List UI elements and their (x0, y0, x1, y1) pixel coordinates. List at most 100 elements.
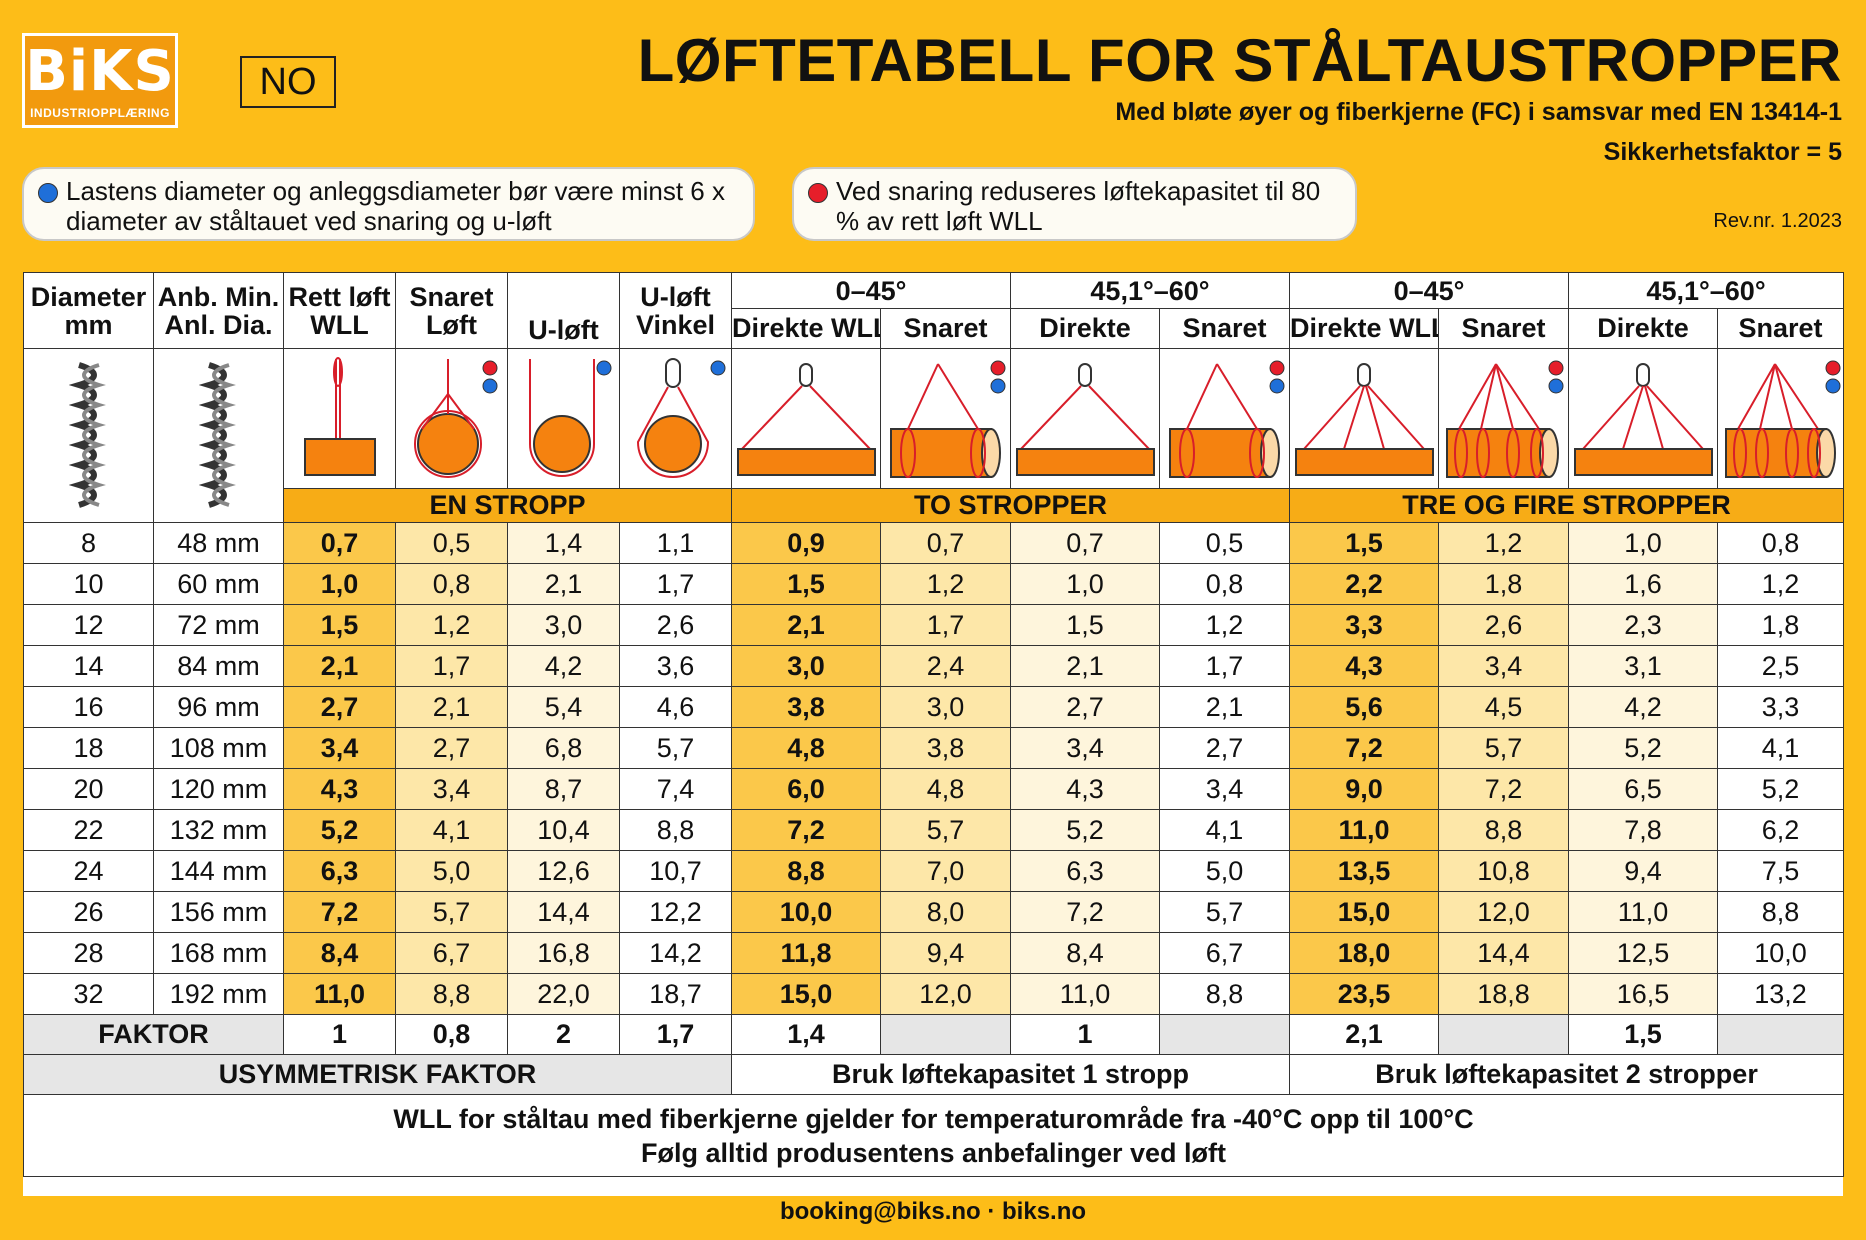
choke-lift-cell (395, 348, 508, 489)
table-cell: 0,7 (1010, 522, 1160, 564)
table-cell: 2,1 (283, 645, 396, 687)
table-cell: 1,7 (619, 563, 732, 605)
table-cell: 5,7 (880, 809, 1011, 851)
footer-line-1: WLL for ståltau med fiberkjerne gjelder … (393, 1103, 1474, 1134)
table-cell: 48 mm (153, 522, 284, 564)
faktor-value (1438, 1014, 1570, 1055)
table-cell: 4,3 (283, 768, 396, 810)
table-cell: 2,7 (1010, 686, 1160, 728)
table-cell: 1,4 (507, 522, 620, 564)
table-cell: 1,8 (1717, 604, 1845, 646)
table-cell: 12,0 (880, 973, 1011, 1015)
table-cell: 16 (23, 686, 154, 728)
table-cell: 96 mm (153, 686, 284, 728)
table-cell: 1,2 (880, 563, 1011, 605)
faktor-value: 1,4 (731, 1014, 881, 1055)
table-cell: 2,5 (1717, 645, 1845, 687)
contact-info[interactable]: booking@biks.no · biks.no (779, 1198, 1087, 1225)
table-cell: 2,6 (619, 604, 732, 646)
table-cell: 3,0 (731, 645, 881, 687)
table-cell: 32 (23, 973, 154, 1015)
faktor-value (1717, 1014, 1845, 1055)
language-selector[interactable]: NO (240, 56, 336, 108)
table-cell: 3,4 (283, 727, 396, 769)
table-cell: 0,9 (731, 522, 881, 564)
logo-text: BiKS (25, 39, 175, 104)
table-cell: 3,4 (395, 768, 508, 810)
table-cell: 13,5 (1289, 850, 1440, 892)
table-cell: 2,1 (1158, 686, 1291, 728)
note-blue-text: Lastens diameter og anleggsdiameter bør … (66, 176, 725, 236)
table-cell: 8,7 (507, 768, 620, 810)
table-cell: 22 (23, 809, 154, 851)
table-cell: 6,7 (395, 932, 508, 974)
table-cell: 10 (23, 563, 154, 605)
header-sub-4: Snaret (1158, 308, 1291, 349)
choke-lift-icon (413, 358, 497, 478)
table-cell: 1,7 (1158, 645, 1291, 687)
table-cell: 18,7 (619, 973, 732, 1015)
table-cell: 2,6 (1438, 604, 1570, 646)
table-cell: 1,7 (395, 645, 508, 687)
multi-leg-choke-cell (1438, 348, 1570, 489)
table-cell: 16,8 (507, 932, 620, 974)
table-row: 10 60 mm 1,0 0,8 2,1 1,7 1,5 1,2 1,0 0,8 2,2 1,8 1,6… (23, 563, 1845, 605)
table-cell: 108 mm (153, 727, 284, 769)
table-cell: 8,8 (395, 973, 508, 1015)
table-cell: 132 mm (153, 809, 284, 851)
footer-note: WLL for ståltau med fiberkjerne gjelder … (22, 1094, 1845, 1177)
table-cell: 4,1 (1717, 727, 1845, 769)
table-cell: 5,0 (395, 850, 508, 892)
table-row: 12 72 mm 1,5 1,2 3,0 2,6 2,1 1,7 1,5 1,2 3,3 2,6 2,3… (23, 604, 1845, 646)
table-cell: 0,7 (283, 522, 396, 564)
faktor-value: 1,7 (619, 1014, 732, 1055)
table-cell: 8,8 (1158, 973, 1291, 1015)
multi-leg-direct-icon (1294, 362, 1434, 476)
header-angle-group-2: 45,1°–60° (1009, 272, 1291, 309)
header-sub-2: Snaret (880, 308, 1011, 349)
note-blue: Lastens diameter og anleggsdiameter bør … (22, 167, 755, 241)
table-cell: 2,1 (1010, 645, 1160, 687)
table-cell: 8 (23, 522, 154, 564)
header-angle-group-4: 45,1°–60° (1568, 272, 1845, 309)
table-cell: 0,8 (1158, 563, 1291, 605)
table-row: 14 84 mm 2,1 1,7 4,2 3,6 3,0 2,4 2,1 1,7 4,3 3,4 3,1… (23, 645, 1845, 687)
table-cell: 9,4 (880, 932, 1011, 974)
table-cell: 13,2 (1717, 973, 1845, 1015)
header-min-diameter: Anb. Min. Anl. Dia. (153, 272, 284, 349)
blue-dot-icon (38, 183, 58, 203)
table-cell: 2,1 (507, 563, 620, 605)
table-cell: 7,8 (1568, 809, 1719, 851)
table-cell: 72 mm (153, 604, 284, 646)
multi-leg-direct-icon (1573, 362, 1713, 476)
table-cell: 2,3 (1568, 604, 1719, 646)
table-row: 28 168 mm 8,4 6,7 16,8 14,2 11,8 9,4 8,4 6,7 18,0 1… (23, 932, 1845, 974)
table-cell: 4,8 (731, 727, 881, 769)
note-red: Ved snaring reduseres løftekapasitet til… (792, 167, 1357, 241)
table-cell: 4,3 (1010, 768, 1160, 810)
two-leg-choke-icon (1169, 360, 1285, 478)
table-cell: 14,4 (507, 891, 620, 933)
faktor-value: 2 (507, 1014, 620, 1055)
table-cell: 0,8 (395, 563, 508, 605)
table-cell: 1,0 (1568, 522, 1719, 564)
table-cell: 1,6 (1568, 563, 1719, 605)
table-cell: 1,0 (283, 563, 396, 605)
table-row: 16 96 mm 2,7 2,1 5,4 4,6 3,8 3,0 2,7 2,1 5,6 4,5 4,2… (23, 686, 1845, 728)
table-cell: 5,6 (1289, 686, 1440, 728)
table-cell: 4,3 (1289, 645, 1440, 687)
table-cell: 156 mm (153, 891, 284, 933)
asymmetric-factor-label: USYMMETRISK FAKTOR (23, 1054, 732, 1095)
band-one-sling: EN STROPP (283, 488, 732, 523)
header-sub-6: Snaret (1438, 308, 1570, 349)
multi-leg-choke-icon (1446, 360, 1564, 478)
table-cell: 5,7 (1438, 727, 1570, 769)
table-cell: 1,2 (1438, 522, 1570, 564)
table-cell: 4,2 (507, 645, 620, 687)
note-red-text: Ved snaring reduseres løftekapasitet til… (836, 176, 1321, 236)
table-cell: 20 (23, 768, 154, 810)
table-cell: 1,2 (395, 604, 508, 646)
table-cell: 6,7 (1158, 932, 1291, 974)
table-cell: 26 (23, 891, 154, 933)
u-lift-angle-icon (636, 357, 725, 478)
